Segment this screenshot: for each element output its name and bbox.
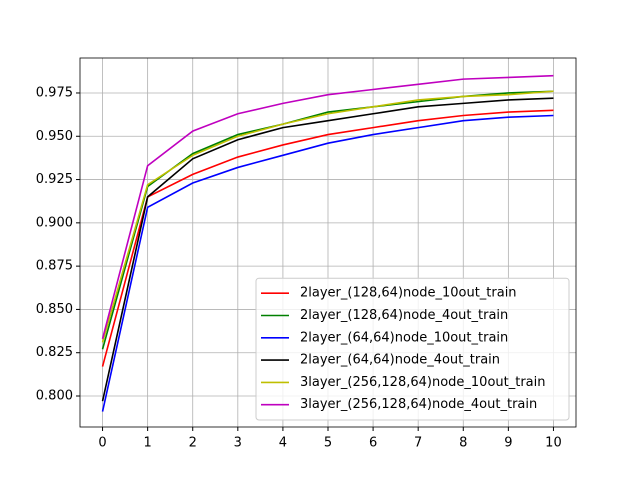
- y-tick-label: 0.950: [36, 129, 73, 144]
- legend-label: 2layer_(64,64)node_10out_train: [300, 330, 508, 345]
- legend-label: 3layer_(256,128,64)node_10out_train: [300, 375, 546, 390]
- y-tick-label: 0.850: [36, 302, 73, 317]
- plot-frame: [79, 57, 577, 428]
- y-tick-label: 0.925: [36, 172, 73, 187]
- legend-label: 2layer_(128,64)node_4out_train: [300, 308, 508, 323]
- y-tick-label: 0.975: [36, 85, 73, 100]
- x-tick-label: 0: [98, 436, 106, 451]
- legend-label: 3layer_(256,128,64)node_4out_train: [300, 397, 537, 412]
- x-tick-label: 10: [545, 436, 562, 451]
- y-tick-label: 0.875: [36, 259, 73, 274]
- line: [101, 114, 554, 412]
- line: [101, 90, 554, 343]
- legend-label: 2layer_(64,64)node_4out_train: [300, 353, 500, 368]
- x-tick-label: 8: [459, 436, 467, 451]
- y-tick-label: 0.900: [36, 215, 73, 230]
- y-tick-label: 0.825: [36, 345, 73, 360]
- y-tick-label: 0.800: [36, 389, 73, 404]
- x-tick-label: 2: [189, 436, 197, 451]
- x-tick-label: 3: [234, 436, 242, 451]
- x-tick-label: 1: [143, 436, 151, 451]
- x-tick-label: 6: [369, 436, 377, 451]
- legend-box: [255, 277, 570, 421]
- line: [101, 74, 554, 340]
- x-tick-label: 4: [279, 436, 287, 451]
- x-tick-label: 5: [324, 436, 332, 451]
- x-tick-label: 9: [504, 436, 512, 451]
- line: [101, 109, 554, 367]
- x-tick-label: 7: [414, 436, 422, 451]
- legend-label: 2layer_(128,64)node_10out_train: [300, 286, 517, 301]
- line: [101, 97, 554, 402]
